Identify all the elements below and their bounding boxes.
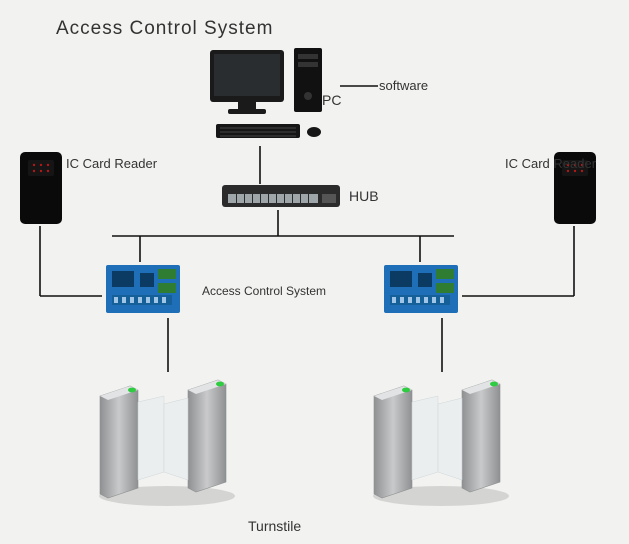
software-label: software (379, 78, 428, 93)
card-reader-left-label: IC Card Reader (66, 156, 157, 171)
control-board-right (382, 261, 460, 317)
turnstile-left (92, 368, 242, 508)
card-reader-left (20, 152, 62, 224)
turnstile-label: Turnstile (248, 518, 301, 534)
turnstile-right (366, 368, 516, 508)
hub-label: HUB (349, 188, 379, 204)
control-board-left (104, 261, 182, 317)
pc-label: PC (322, 92, 341, 108)
card-reader-right-label: IC Card Reader (505, 156, 596, 171)
hub-device (222, 185, 340, 209)
acs-label: Access Control System (202, 284, 326, 298)
